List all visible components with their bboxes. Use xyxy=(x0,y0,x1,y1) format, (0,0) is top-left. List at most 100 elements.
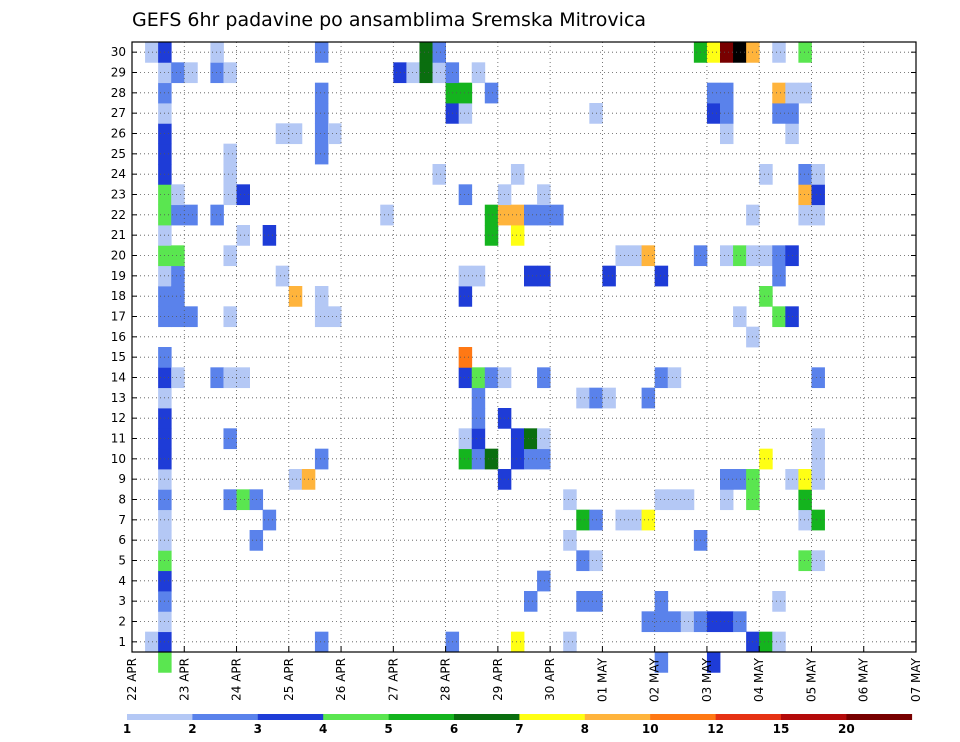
precip-cell xyxy=(314,286,329,307)
precip-cell xyxy=(798,82,812,104)
precip-cell xyxy=(563,530,577,551)
precip-cell xyxy=(458,103,473,124)
cell-layer xyxy=(145,42,825,673)
colorbar-swatch xyxy=(192,714,259,720)
precip-cell xyxy=(772,591,786,612)
y-tick-label: 28 xyxy=(111,86,126,100)
precip-cell xyxy=(171,184,185,206)
precip-cell xyxy=(471,62,486,84)
precip-cell xyxy=(458,286,473,307)
precip-cell xyxy=(510,448,525,470)
y-tick-label: 10 xyxy=(111,452,126,466)
precip-cell xyxy=(563,489,577,511)
x-tick-label: 03 MAY xyxy=(700,657,714,702)
precip-cell xyxy=(288,286,303,307)
colorbar-swatch xyxy=(323,714,389,720)
precip-cell xyxy=(537,448,551,470)
precip-cell xyxy=(576,509,590,531)
precip-cell xyxy=(654,591,669,612)
y-tick-label: 22 xyxy=(111,208,126,222)
precip-cell xyxy=(798,489,812,511)
precip-cell xyxy=(184,306,198,328)
precip-cell xyxy=(798,204,812,226)
precip-cell xyxy=(798,469,812,490)
y-tick-label: 8 xyxy=(118,493,126,507)
x-tick-label: 28 APR xyxy=(439,658,453,701)
precip-cell xyxy=(772,245,786,267)
precip-cell xyxy=(406,62,420,84)
precip-cell xyxy=(288,469,303,490)
plot-frame xyxy=(131,41,917,653)
x-tick-label: 26 APR xyxy=(334,658,348,701)
precip-cell xyxy=(537,367,551,389)
precip-cell xyxy=(171,265,185,287)
precip-cell xyxy=(798,550,812,572)
precip-cell xyxy=(314,448,329,470)
precip-cell xyxy=(380,204,394,226)
precip-cell xyxy=(484,204,499,226)
precip-cell xyxy=(210,367,224,389)
x-tick-label: 02 MAY xyxy=(648,657,662,702)
precip-cell xyxy=(145,42,159,63)
precip-cell xyxy=(798,184,812,206)
y-tick-label: 23 xyxy=(111,188,126,202)
colorbar-label: 1 xyxy=(123,722,131,736)
precip-cell xyxy=(471,367,486,389)
precip-cell xyxy=(223,367,237,389)
precip-cell xyxy=(510,225,525,246)
precip-cell xyxy=(210,42,224,63)
precip-cell xyxy=(759,631,773,653)
precip-cell xyxy=(471,408,486,429)
x-tick-layer: 22 APR 23 APR 24 APR 25 APR 26 APR 27 APR 28 A… xyxy=(125,646,923,702)
precip-cell xyxy=(524,265,538,287)
colorbar-label: 8 xyxy=(581,722,589,736)
y-tick-label: 18 xyxy=(111,289,126,303)
precip-cell xyxy=(654,611,669,633)
precip-cell xyxy=(759,245,773,267)
precip-cell xyxy=(484,367,499,389)
y-tick-label: 29 xyxy=(111,66,126,80)
precip-cell xyxy=(733,306,747,328)
x-tick-label: 23 APR xyxy=(177,658,191,701)
precip-cell xyxy=(772,306,786,328)
colorbar-swatch xyxy=(519,714,586,720)
precip-cell xyxy=(798,42,812,63)
x-tick-label: 04 MAY xyxy=(752,657,766,702)
precip-cell xyxy=(314,631,329,653)
precip-cell xyxy=(510,428,525,450)
precip-cell xyxy=(602,387,616,409)
precip-cell xyxy=(471,448,486,470)
precip-cell xyxy=(811,164,825,185)
precip-cell xyxy=(602,265,616,287)
precip-cell xyxy=(811,550,825,572)
precip-cell xyxy=(458,265,473,287)
precip-cell xyxy=(772,42,786,63)
y-tick-label: 12 xyxy=(111,411,126,425)
y-tick-label: 17 xyxy=(111,310,126,324)
precip-cell xyxy=(314,123,329,145)
x-tick-label: 29 APR xyxy=(491,658,505,701)
precip-cell xyxy=(798,164,812,185)
precip-cell xyxy=(236,489,250,511)
precip-cell xyxy=(432,42,446,63)
precip-cell xyxy=(811,428,825,450)
precip-cell xyxy=(314,42,329,63)
precip-cell xyxy=(419,42,433,63)
precip-cell xyxy=(706,652,721,673)
precip-cell xyxy=(184,204,198,226)
precip-cell xyxy=(471,265,486,287)
y-tick-label: 7 xyxy=(118,513,126,527)
y-tick-label: 2 xyxy=(118,615,126,629)
colorbar-swatch xyxy=(584,714,651,720)
precip-cell xyxy=(510,631,525,653)
precip-cell xyxy=(706,82,721,104)
precip-cell xyxy=(223,245,237,267)
precip-cell xyxy=(720,42,734,63)
precip-cell xyxy=(654,489,669,511)
precip-cell xyxy=(484,225,499,246)
precip-cell xyxy=(471,387,486,409)
precip-cell xyxy=(210,62,224,84)
x-tick-label: 27 APR xyxy=(386,658,400,701)
y-tick-label: 6 xyxy=(118,533,126,547)
